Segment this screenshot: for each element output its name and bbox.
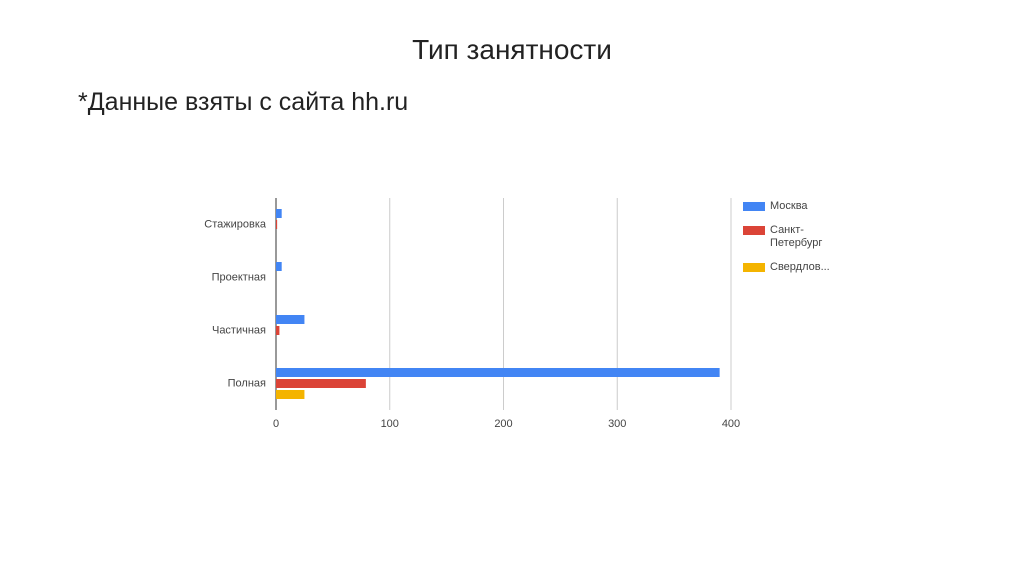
- bar: [276, 368, 720, 377]
- y-tick-label: Частичная: [212, 324, 266, 336]
- x-tick-label: 300: [608, 418, 626, 430]
- y-tick-label: Стажировка: [204, 218, 267, 230]
- legend-swatch: [743, 226, 765, 235]
- legend-swatch: [743, 263, 765, 272]
- slide-title: Тип занятности: [412, 34, 612, 65]
- x-tick-label: 200: [494, 418, 512, 430]
- legend-label: Свердлов...: [770, 261, 830, 273]
- bar: [276, 379, 366, 388]
- legend-label: Москва: [770, 200, 808, 212]
- slide-subtitle: *Данные взяты с сайта hh.ru: [78, 88, 409, 116]
- bar: [276, 315, 305, 324]
- x-tick-label: 0: [273, 418, 279, 430]
- bar: [276, 262, 282, 271]
- legend-label: Санкт-Петербург: [770, 224, 823, 249]
- x-tick-label: 400: [722, 418, 740, 430]
- bar: [276, 220, 278, 229]
- bar: [276, 390, 305, 399]
- bar: [276, 326, 280, 335]
- bar: [276, 209, 282, 218]
- y-tick-label: Полная: [228, 377, 266, 389]
- x-tick-label: 100: [381, 418, 399, 430]
- legend-swatch: [743, 202, 765, 211]
- y-tick-label: Проектная: [212, 271, 266, 283]
